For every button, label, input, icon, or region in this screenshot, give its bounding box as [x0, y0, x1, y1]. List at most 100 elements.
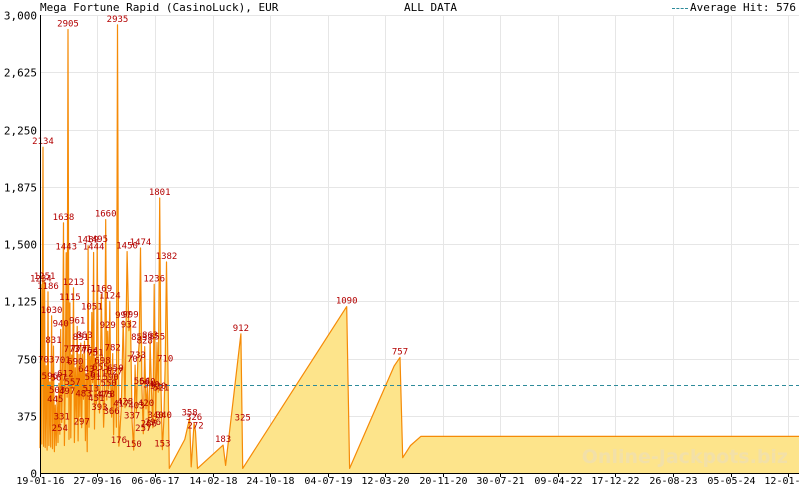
data-label: 1660 [95, 210, 117, 220]
data-label: 358 [181, 408, 197, 418]
legend-average-label: Average Hit: 576 [690, 1, 796, 14]
data-label: 853 [131, 333, 147, 343]
data-label: 929 [100, 321, 116, 331]
data-label: 340 [147, 411, 163, 421]
data-label: 612 [57, 370, 73, 380]
x-tick-label: 27-09-16 [73, 476, 121, 487]
data-label: 863 [142, 331, 158, 341]
y-tick-label: 2,625 [4, 67, 37, 80]
data-label: 997 [115, 311, 131, 321]
y-tick-label: 1,125 [4, 296, 37, 309]
data-label: 1236 [143, 274, 165, 284]
data-label: 782 [105, 344, 121, 354]
data-label: 590 [103, 373, 119, 383]
chart-title: Mega Fortune Rapid (CasinoLuck), EUR [40, 1, 279, 14]
y-tick-label: 2,250 [4, 125, 37, 138]
x-tick-label: 12-03-20 [361, 476, 409, 487]
data-label: 707 [127, 355, 143, 365]
x-tick-label: 26-08-23 [649, 476, 697, 487]
data-label: 940 [53, 320, 69, 330]
data-label: 176 [111, 436, 127, 446]
data-label: 550 [100, 379, 116, 389]
data-label: 777 [71, 344, 87, 354]
data-label: 403 [128, 402, 144, 412]
y-tick-label: 0 [30, 468, 37, 481]
data-label: 777 [74, 344, 90, 354]
data-label: 773 [64, 345, 80, 355]
data-label: 701 [54, 356, 70, 366]
data-label: 710 [157, 355, 173, 365]
data-label: 2935 [107, 15, 129, 25]
y-tick-label: 3,000 [4, 10, 37, 23]
y-tick-label: 1,875 [4, 182, 37, 195]
data-label: 451 [88, 394, 104, 404]
data-label: 1124 [99, 291, 121, 301]
data-label: 445 [47, 395, 63, 405]
data-label: 153 [154, 440, 170, 450]
data-label: 366 [103, 407, 119, 417]
x-tick-label: 12-01-25 [764, 476, 800, 487]
x-tick-label: 20-11-20 [419, 476, 467, 487]
x-tick-label: 05-05-24 [707, 476, 755, 487]
data-label: 503 [49, 386, 65, 396]
jackpot-area-fill [40, 24, 799, 474]
legend-average-hit: Average Hit: 576 [672, 1, 796, 14]
data-label: 855 [149, 333, 165, 343]
data-label: 296 [145, 418, 161, 428]
data-label: 764 [82, 346, 98, 356]
x-tick-label: 17-12-22 [591, 476, 639, 487]
data-label: 257 [135, 424, 151, 434]
axes: 0 375 750 1,125 1,500 1,875 2,250 2,625 3,000 19-… [4, 10, 800, 488]
data-label: 1030 [41, 306, 63, 316]
data-label: 627 [106, 367, 122, 377]
data-label: 540 [143, 381, 159, 391]
dashed-line-icon [672, 7, 689, 9]
data-label: 337 [124, 412, 140, 422]
data-label: 1444 [83, 243, 105, 253]
data-label: 751 [87, 348, 103, 358]
x-tick-label: 24-10-18 [246, 476, 294, 487]
x-tick-label: 06-06-17 [131, 476, 179, 487]
y-tick-label: 1,500 [4, 239, 37, 252]
data-label: 521 [153, 384, 169, 394]
data-label: 611 [90, 370, 106, 380]
x-tick-label: 09-04-22 [534, 476, 582, 487]
data-label: 326 [186, 413, 202, 423]
value-labels: 1234213412517031186596103083144550358725… [30, 15, 408, 450]
data-label: 1474 [130, 238, 152, 248]
data-label: 297 [74, 418, 90, 428]
jackpot-area [39, 24, 799, 474]
data-label: 417 [113, 399, 129, 409]
data-label: 690 [67, 358, 83, 368]
data-label: 1450 [116, 242, 138, 252]
data-label: 560 [139, 378, 155, 388]
data-label: 1382 [156, 252, 178, 262]
data-label: 340 [156, 411, 172, 421]
data-label: 757 [392, 347, 408, 357]
data-label: 643 [78, 365, 94, 375]
data-label: 2134 [32, 137, 54, 147]
data-label: 655 [92, 363, 108, 373]
data-label: 564 [134, 377, 150, 387]
data-label: 475 [96, 391, 112, 401]
data-label: 286 [141, 419, 157, 429]
data-label: 2905 [57, 20, 79, 30]
data-label: 1638 [53, 213, 75, 223]
data-label: 1186 [37, 282, 59, 292]
data-label: 420 [138, 399, 154, 409]
x-tick-label: 04-07-19 [304, 476, 352, 487]
data-label: 851 [73, 333, 89, 343]
data-label: 1115 [59, 293, 81, 303]
data-label: 698 [94, 356, 110, 366]
data-label: 272 [187, 422, 203, 432]
data-label: 325 [235, 413, 251, 423]
data-label: 331 [54, 413, 70, 423]
y-tick-label: 750 [17, 354, 37, 367]
data-label: 1443 [55, 243, 77, 253]
chart-range-label: ALL DATA [404, 1, 457, 14]
x-tick-label: 14-02-18 [189, 476, 237, 487]
data-label: 1051 [81, 303, 103, 313]
data-label: 1495 [86, 235, 108, 245]
data-label: 497 [59, 387, 75, 397]
